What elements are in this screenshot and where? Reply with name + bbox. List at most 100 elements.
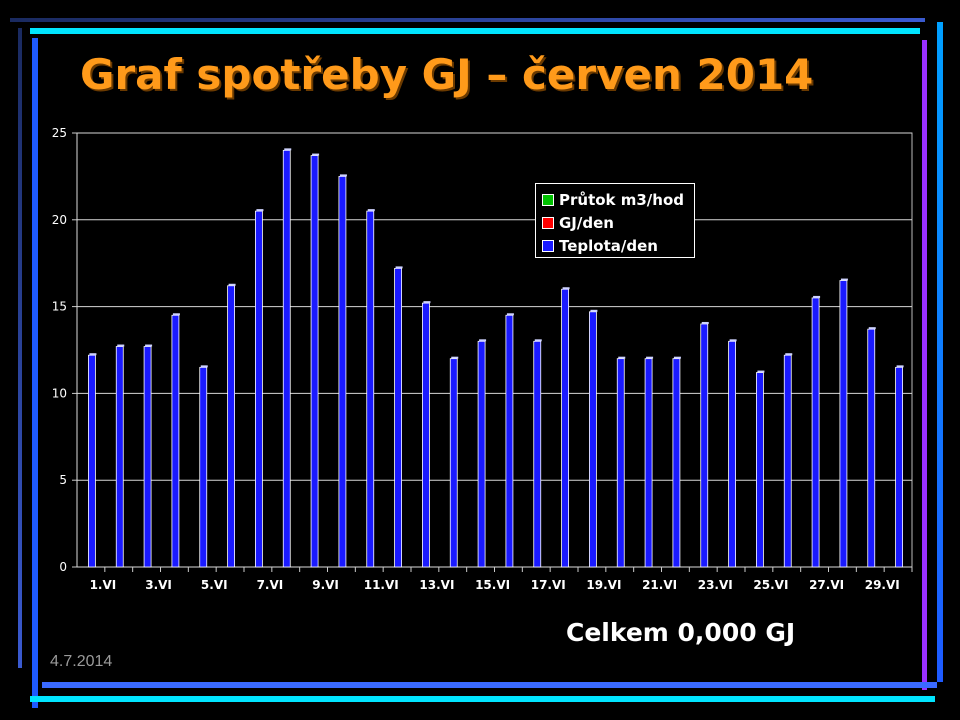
x-tick-label: 11.VI [364, 578, 399, 592]
bar-top-cap [172, 313, 180, 316]
bar-top-cap [840, 278, 848, 281]
bar-top-cap [312, 153, 320, 156]
frame-left-line [32, 38, 38, 708]
bar-teplota [338, 175, 347, 568]
bar-teplota [115, 346, 124, 568]
legend-item-flow: Průtok m3/hod [542, 188, 694, 211]
bar-teplota [255, 210, 263, 568]
legend-label-temp: Teplota/den [559, 236, 658, 255]
bar-teplota [700, 323, 709, 568]
legend-swatch-gj [542, 216, 554, 229]
bar-teplota [394, 268, 402, 568]
bar-top-cap [646, 356, 654, 359]
frame-right-line-2 [937, 22, 943, 682]
y-tick-label: 0 [59, 560, 67, 574]
bar-teplota [477, 340, 486, 568]
bar-teplota [171, 314, 180, 568]
bar-top-cap [423, 301, 431, 304]
x-tick-label: 15.VI [475, 578, 510, 592]
x-tick-label: 7.VI [257, 578, 284, 592]
bar-top-cap [673, 356, 681, 359]
frame-right-line [922, 40, 927, 690]
bar-teplota [728, 340, 736, 568]
x-tick-label: 19.VI [586, 578, 621, 592]
plot-area [76, 132, 913, 568]
bar-top-cap [534, 339, 542, 342]
bar-top-cap [868, 327, 876, 330]
bar-teplota [644, 358, 653, 568]
bar-top-cap [200, 365, 208, 368]
y-tick-label: 10 [52, 386, 67, 400]
legend-item-temp: Teplota/den [542, 234, 694, 257]
frame-left-line-dark [18, 28, 22, 668]
x-tick-label: 23.VI [698, 578, 733, 592]
bar-teplota [811, 297, 820, 568]
legend-label-flow: Průtok m3/hod [559, 190, 685, 209]
bar-top-cap [228, 283, 236, 286]
slide-date: 4.7.2014 [50, 653, 113, 670]
x-tick-label: 27.VI [809, 578, 844, 592]
x-tick-label: 17.VI [531, 578, 566, 592]
y-tick-label: 5 [59, 473, 67, 487]
bar-teplota [867, 328, 876, 568]
x-tick-label: 1.VI [90, 578, 117, 592]
bar-teplota [533, 340, 542, 568]
bar-top-cap [367, 209, 375, 212]
bar-top-cap [618, 356, 626, 359]
bar-top-cap [729, 339, 737, 342]
x-tick-label: 5.VI [201, 578, 228, 592]
bar-teplota [505, 314, 514, 568]
bar-teplota [783, 354, 792, 568]
frame-bottom-line-2 [30, 696, 935, 702]
bar-top-cap [701, 321, 709, 324]
bar-top-cap [395, 266, 403, 269]
bar-top-cap [479, 339, 487, 342]
x-tick-label: 29.VI [865, 578, 900, 592]
bar-top-cap [757, 370, 765, 373]
legend-swatch-flow [542, 193, 554, 206]
bar-top-cap [117, 344, 125, 347]
bar-teplota [143, 346, 152, 568]
bar-top-cap [451, 356, 459, 359]
bar-teplota [88, 354, 96, 568]
bar-top-cap [590, 309, 598, 312]
bar-teplota [310, 155, 319, 568]
frame-top-line-dark [10, 18, 925, 22]
bar-teplota [589, 311, 597, 568]
bar-teplota [366, 210, 375, 568]
bar-teplota [756, 372, 764, 568]
frame-top-line [30, 28, 920, 34]
bar-top-cap [339, 174, 347, 177]
bar-top-cap [785, 353, 793, 356]
bar-top-cap [145, 344, 153, 347]
x-tick-label: 3.VI [145, 578, 172, 592]
bar-teplota [227, 285, 235, 568]
chart-legend: Průtok m3/hod GJ/den Teplota/den [535, 183, 695, 258]
x-tick-label: 21.VI [642, 578, 677, 592]
bar-teplota [839, 280, 848, 568]
bar-teplota [895, 366, 903, 568]
y-tick-label: 25 [52, 126, 67, 140]
bar-top-cap [896, 365, 904, 368]
bar-teplota [449, 358, 458, 568]
bar-top-cap [562, 287, 570, 290]
x-tick-label: 9.VI [312, 578, 339, 592]
bar-top-cap [506, 313, 514, 316]
bar-teplota [672, 358, 681, 568]
legend-item-gj: GJ/den [542, 211, 694, 234]
y-tick-label: 20 [52, 213, 67, 227]
legend-swatch-temp [542, 239, 554, 252]
x-tick-label: 25.VI [753, 578, 788, 592]
slide-title: Graf spotřeby GJ – červen 2014 [80, 50, 814, 99]
bar-top-cap [813, 295, 821, 298]
bar-teplota [561, 288, 569, 568]
bar-teplota [422, 302, 430, 568]
bar-teplota [199, 366, 208, 568]
frame-bottom-line [42, 682, 937, 688]
bar-top-cap [284, 148, 292, 151]
x-tick-label: 13.VI [419, 578, 454, 592]
bar-teplota [616, 358, 625, 568]
bar-teplota [282, 149, 291, 568]
y-tick-label: 15 [52, 300, 67, 314]
